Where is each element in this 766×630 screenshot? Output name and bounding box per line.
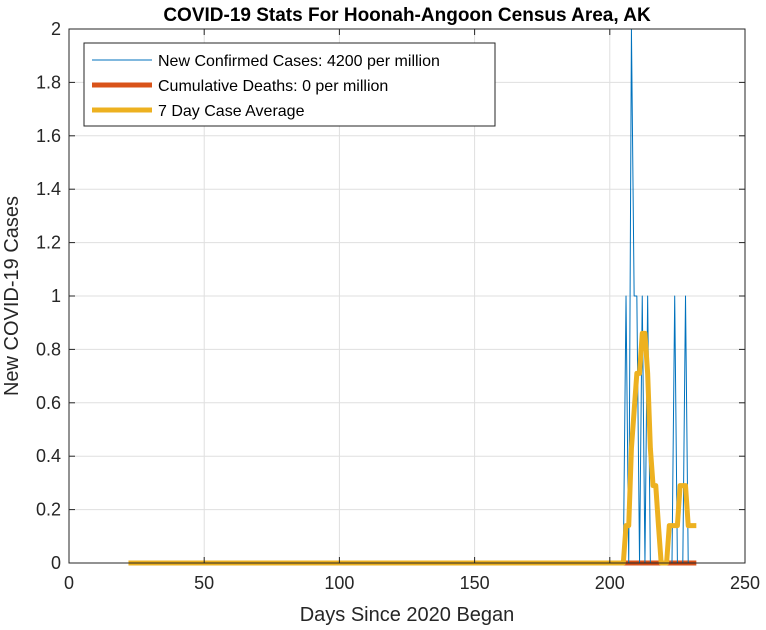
legend-entry-1: New Confirmed Cases: 4200 per million (158, 53, 440, 70)
series-line-3 (128, 330, 697, 566)
y-tick-label: 0 (51, 553, 61, 573)
y-tick-label: 0.4 (36, 446, 61, 466)
y-tick-label: 1.2 (36, 233, 61, 253)
y-tick-label: 1.8 (36, 72, 61, 92)
y-tick-label: 1 (51, 286, 61, 306)
x-tick-label: 150 (460, 573, 490, 593)
x-axis-label: Days Since 2020 Began (300, 604, 515, 626)
legend-entry-2: Cumulative Deaths: 0 per million (158, 78, 388, 95)
legend-box (83, 42, 496, 127)
x-tick-label: 250 (730, 573, 760, 593)
chart-title: COVID-19 Stats For Hoonah-Angoon Census … (163, 5, 651, 26)
y-tick-label: 0.6 (36, 393, 61, 413)
y-tick-label: 0.8 (36, 339, 61, 359)
legend: New Confirmed Cases: 4200 per million Cum… (83, 42, 496, 127)
y-tick-label: 2 (51, 19, 61, 39)
x-tick-label: 200 (595, 573, 625, 593)
y-tick-label: 1.6 (36, 126, 61, 146)
y-tick-label: 1.4 (36, 179, 61, 199)
ticks: 0 50 100 150 200 250 0 0.2 0.4 0.6 0.8 1 1.2 1.4 1.6 1.… (36, 19, 760, 593)
y-axis-label: New COVID-19 Cases (1, 196, 23, 396)
legend-entry-3: 7 Day Case Average (158, 103, 305, 120)
x-tick-label: 100 (324, 573, 354, 593)
x-tick-label: 50 (194, 573, 214, 593)
x-tick-label: 0 (64, 573, 74, 593)
y-tick-label: 0.2 (36, 500, 61, 520)
